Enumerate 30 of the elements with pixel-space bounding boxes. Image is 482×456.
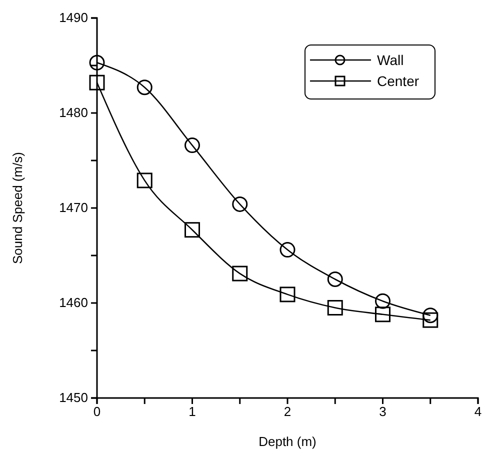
point <box>280 242 296 258</box>
point <box>375 293 390 309</box>
point <box>232 196 248 212</box>
x-tick-label: 0 <box>93 404 101 420</box>
y-tick-label: 1450 <box>59 390 88 406</box>
legend-label: Wall <box>377 52 404 68</box>
point <box>327 300 343 316</box>
point <box>327 272 343 287</box>
x-tick-label: 4 <box>474 404 482 420</box>
point <box>422 308 438 324</box>
point <box>184 222 200 238</box>
y-tick-label: 1460 <box>59 295 88 310</box>
point <box>280 286 296 302</box>
x-tick-label: 1 <box>188 404 196 420</box>
point <box>375 306 390 322</box>
legend-label: Center <box>377 73 420 89</box>
y-axis-title: Sound Speed (m/s) <box>10 152 25 264</box>
x-tick-label: 2 <box>284 404 292 420</box>
point <box>422 312 438 328</box>
point <box>184 138 200 154</box>
point <box>136 80 152 96</box>
point <box>89 54 105 70</box>
y-tick-label: 1480 <box>59 105 88 120</box>
point <box>136 172 152 188</box>
y-tick-label: 1470 <box>59 200 88 216</box>
y-tick-label: 1490 <box>59 10 88 26</box>
point <box>232 266 248 282</box>
point <box>89 74 105 90</box>
x-tick-label: 3 <box>379 404 386 420</box>
x-axis-title: Depth (m) <box>258 434 316 449</box>
